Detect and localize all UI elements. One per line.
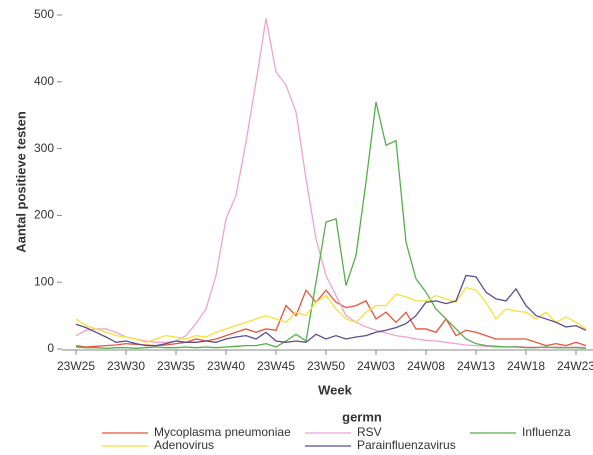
x-tick-label: 24W03 [357, 359, 395, 373]
y-tick-label: 300 [34, 141, 54, 155]
x-tick-label: 23W35 [157, 359, 195, 373]
series-line [75, 286, 587, 344]
x-tick-label: 23W30 [107, 359, 145, 373]
x-tick-label: 24W13 [457, 359, 495, 373]
y-tick-label: 100 [34, 274, 54, 288]
x-tick-label: 23W40 [207, 359, 245, 373]
legend-label: Influenza [522, 425, 571, 439]
x-tick-label: 24W08 [407, 359, 445, 373]
x-tick-label: 23W50 [307, 359, 345, 373]
series-line [75, 18, 587, 349]
y-tick-label: 400 [34, 74, 54, 88]
series-line [75, 101, 587, 349]
x-tick-label: 24W23 [557, 359, 593, 373]
y-tick-label: 0 [47, 341, 54, 355]
series-line [75, 274, 587, 347]
y-tick-label: 200 [34, 208, 54, 222]
series-line [75, 288, 587, 348]
y-axis-title: Aantal positieve testen [13, 111, 28, 253]
x-axis-title: Week [318, 382, 352, 397]
x-tick-label: 23W25 [57, 359, 95, 373]
x-tick-label: 24W18 [507, 359, 545, 373]
legend-label: Adenovirus [154, 438, 214, 452]
legend-label: Parainfluenzavirus [357, 438, 456, 452]
y-tick-label: 500 [34, 7, 54, 21]
legend-label: RSV [357, 425, 382, 439]
legend-label: Mycoplasma pneumoniae [154, 425, 291, 439]
legend-title: germn [342, 409, 382, 424]
x-tick-label: 23W45 [257, 359, 295, 373]
